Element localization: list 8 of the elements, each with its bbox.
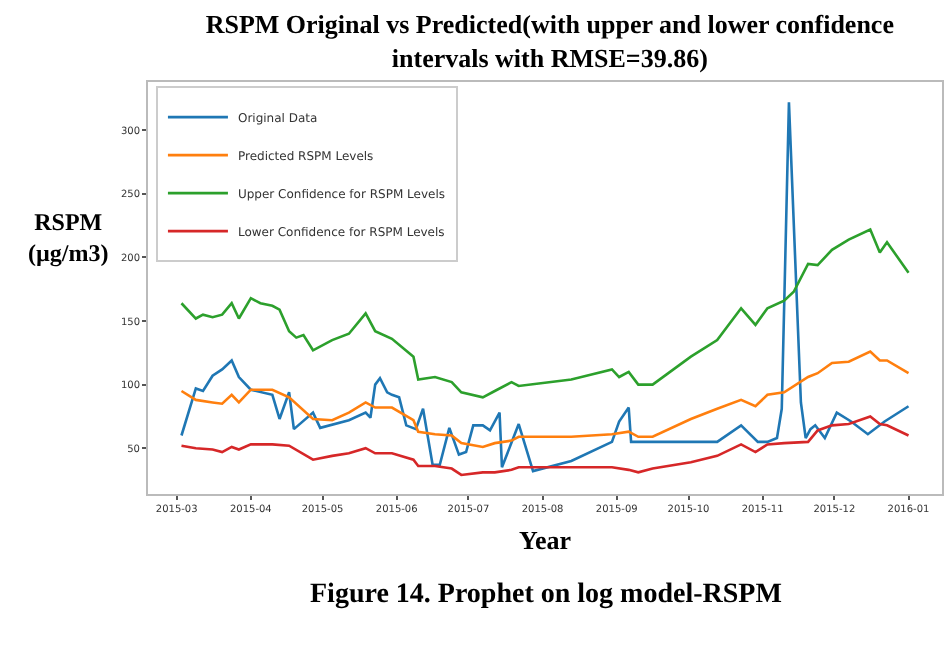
caption: Figure 14. Prophet on log model-RSPM	[310, 580, 782, 610]
chart-title: RSPM Original vs Predicted(with upper and lower confidence intervals with RMSE=39.86)	[205, 9, 895, 73]
line-series	[180, 101, 910, 473]
x-axis-title: Year	[519, 525, 572, 556]
line-series	[180, 228, 910, 399]
y-axis-title: RSPM (µg/m3)	[28, 208, 109, 268]
line-series	[180, 350, 910, 449]
line-series	[180, 415, 910, 477]
